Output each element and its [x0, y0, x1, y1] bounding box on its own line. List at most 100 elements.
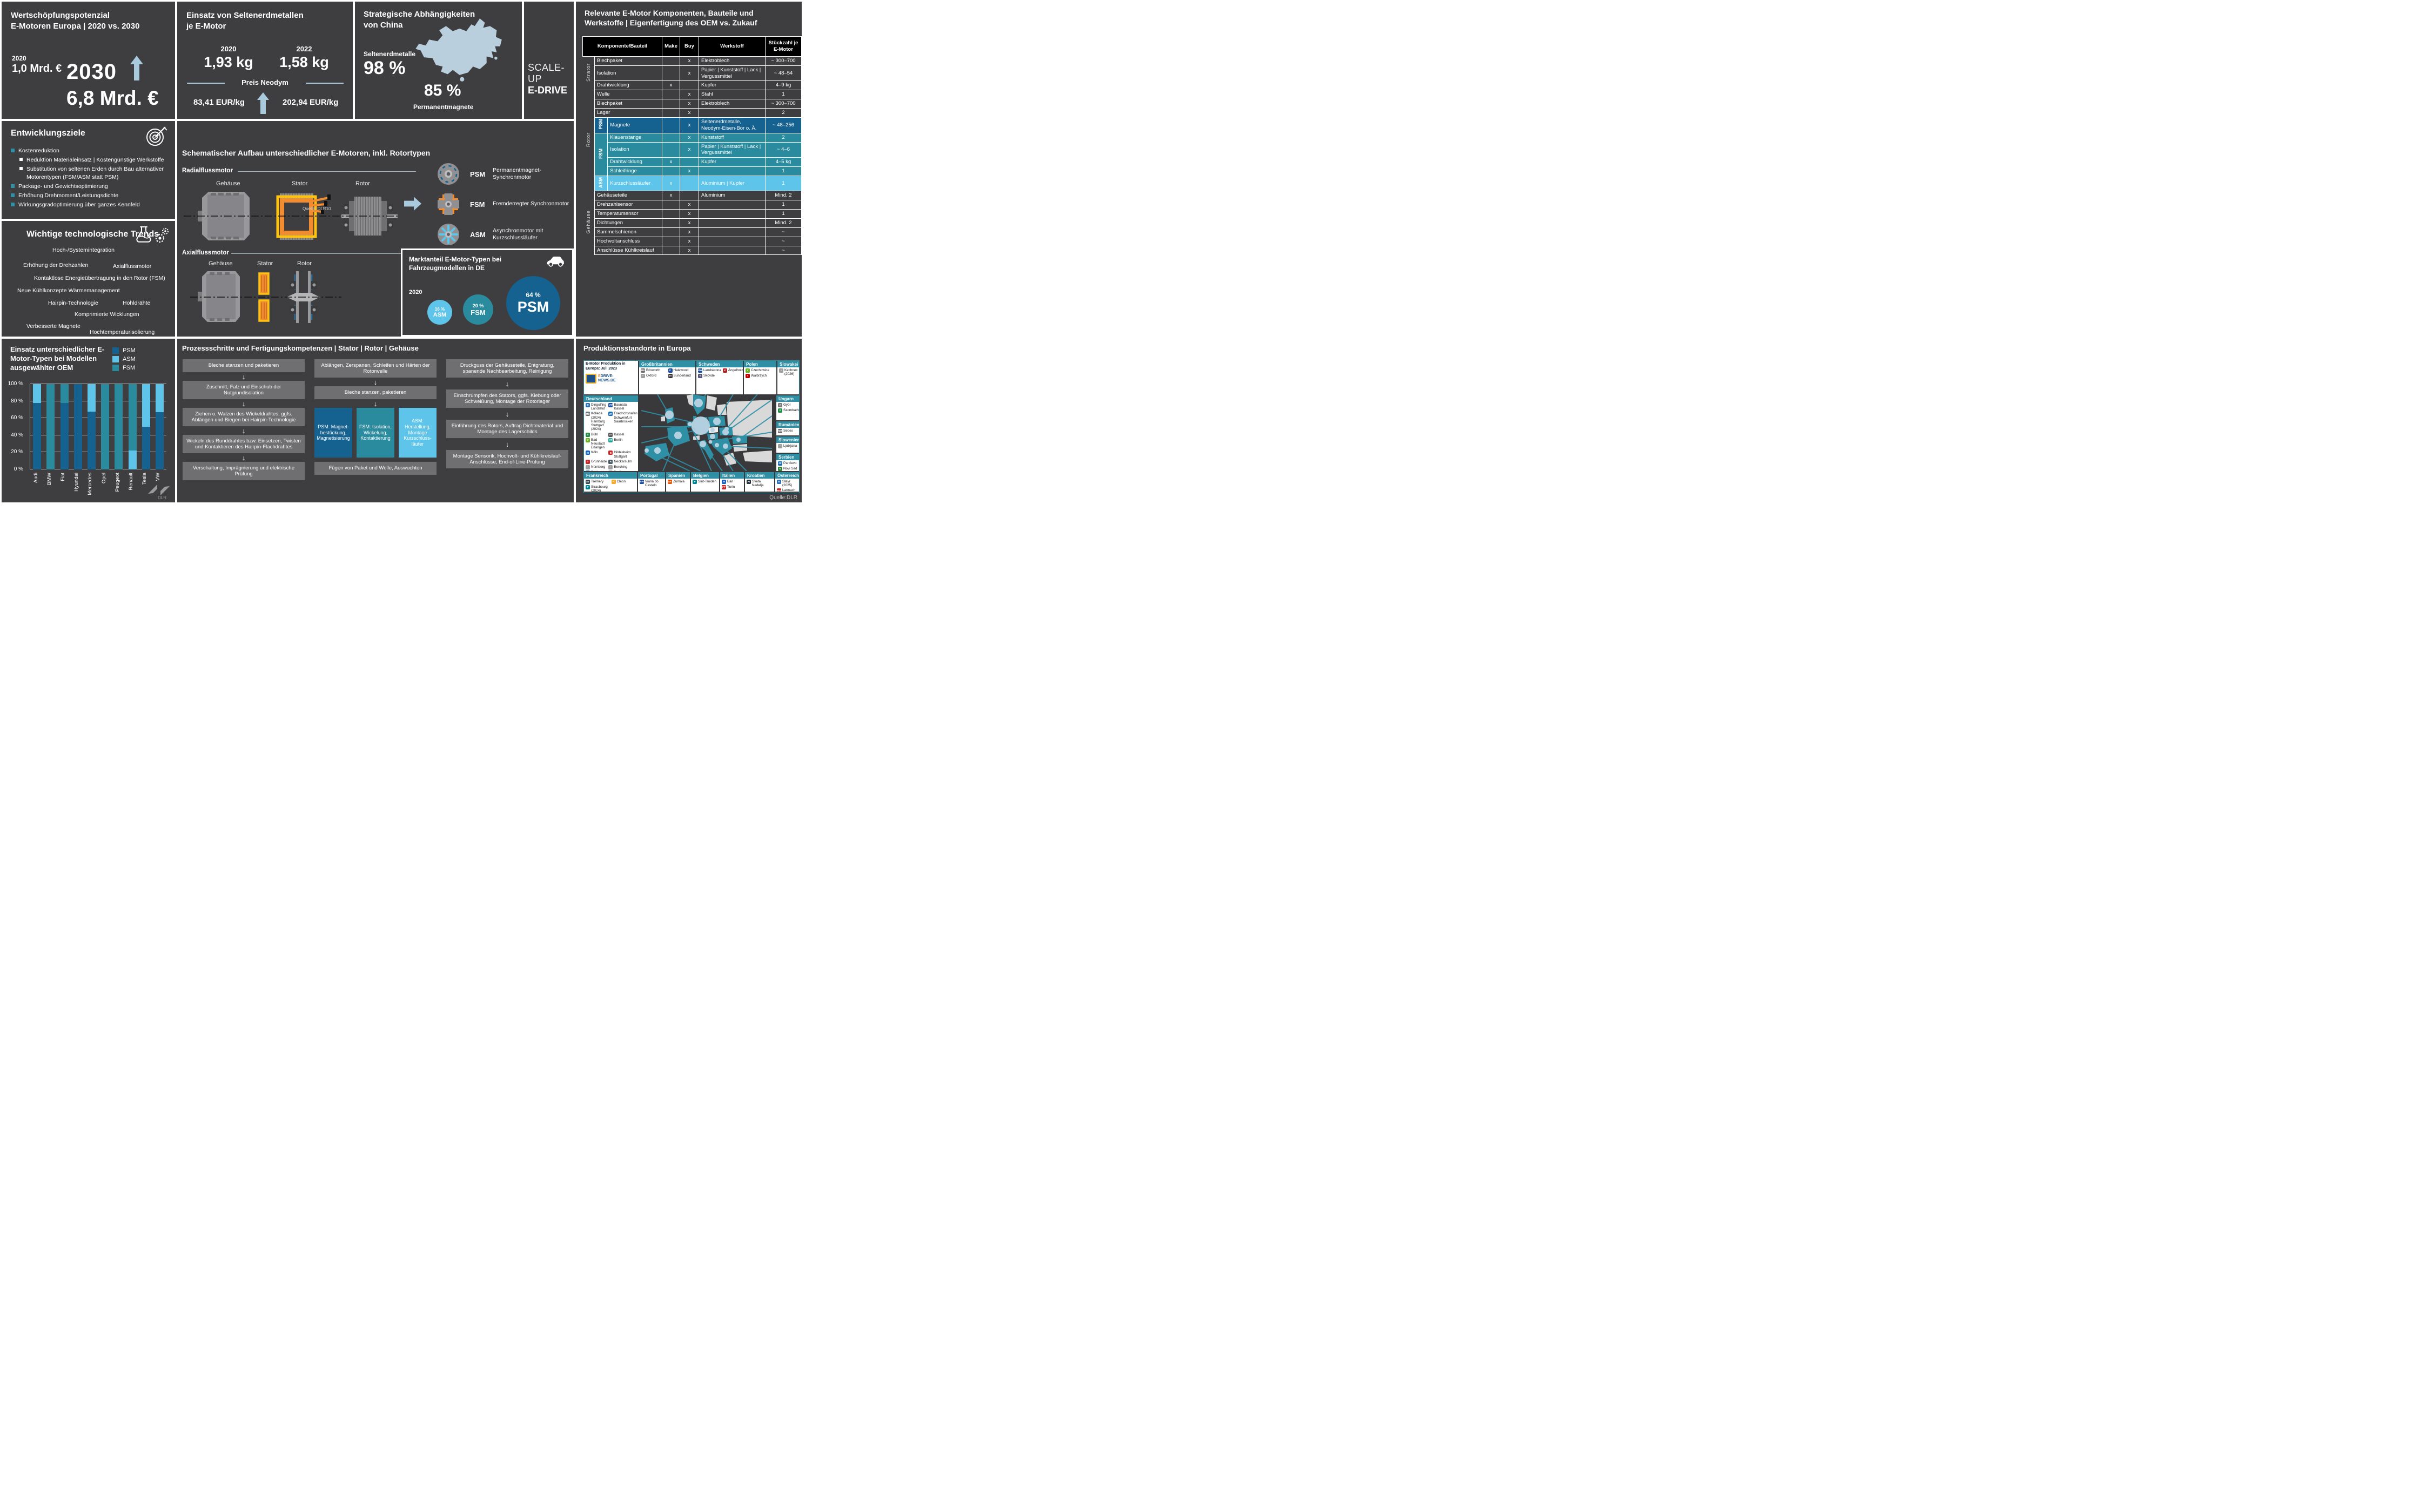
flow-step-fsm: FSM: Isolation, Wickelung, Kontaktierung [357, 408, 394, 458]
x-tick-label: Hyundai [73, 473, 80, 492]
panel-title: Produktionsstandorte in Europa [583, 344, 691, 352]
col-werkstoff: Werkstoff [699, 36, 766, 57]
cell-werkstoff: Kupfer [699, 80, 766, 91]
bubble-label: PSM [517, 298, 549, 315]
cell-stueckzahl: 1 [765, 175, 802, 192]
rimac-logo: RI [747, 480, 751, 484]
site-city: Viana do Castelo [645, 480, 659, 488]
mercedes-logo: MB [586, 412, 590, 416]
site-entry: V Bad Neustadt Erlangen [586, 438, 607, 450]
country-box-it: Italien M Bari FP Turin [720, 472, 744, 492]
car-icon [547, 257, 564, 267]
site-entry: RI Sveta Nedelja [747, 480, 773, 487]
y-axis-labels: 0 % 20 % 40 % 60 % 80 % 100 % [2, 381, 26, 472]
zf-logo: ZF [608, 412, 613, 416]
cell-stueckzahl: ~ [765, 245, 802, 256]
col-komponente: Komponente/Bauteil [582, 36, 662, 57]
site-city: Friedrichshafen Schweinfurt Saarbrücken [614, 412, 637, 424]
bar-segment-psm [87, 411, 96, 469]
site-city: Ängelholm [728, 368, 743, 372]
legend-swatch [112, 365, 119, 371]
cell-werkstoff: Stahl [699, 90, 766, 100]
legend-swatch [112, 347, 119, 354]
table-row: Lager x 2 [583, 108, 802, 118]
country-box-rs: Serbien ZF Pančevo N Novi Sad [776, 454, 799, 471]
y-tick-label: 0 % [14, 466, 23, 472]
table-row: Drahtwicklung x Kupfer 4–5 kg [583, 157, 802, 167]
country-entries: B Steyr (2025) MG Lannach [775, 479, 799, 492]
chart-plot [30, 384, 166, 469]
table-row: Drahtwicklung x Kupfer 4–9 kg [583, 80, 802, 91]
cell-komponente: Blechpaket [594, 99, 663, 109]
bubble-fsm: 20 % FSM [463, 294, 493, 325]
arrow-down-icon: ↓ [241, 399, 246, 408]
cell-komponente: Isolation [607, 142, 662, 158]
cell-make [662, 132, 680, 143]
country-entries: MB Brixworth F Halewood • Oxford SA Sunderland [639, 367, 695, 379]
y-tick-label: 60 % [11, 415, 23, 421]
site-city: Kechnec (2026) [784, 368, 798, 377]
site-city: Oxford [646, 374, 656, 378]
trend-word: Kontaktlose Energieübertragung in den Ro… [34, 275, 165, 281]
country-name: Großbritannien [639, 361, 695, 367]
flow-step: Fügen von Paket und Welle, Auswuchten [314, 462, 437, 475]
saietta-logo: SA [668, 374, 673, 378]
fsm-rotor-icon [438, 193, 459, 215]
tesla-logo: T [586, 459, 590, 464]
site-city: Ljubljana [783, 444, 797, 448]
radialflussmotor-label: Radialflussmotor [182, 167, 233, 174]
renault-logo: R [611, 480, 616, 484]
cell-stueckzahl: ~ 48–54 [765, 65, 802, 82]
section-line [238, 171, 416, 172]
country-name: Portugal [638, 472, 665, 479]
site-entry: • Nürnberg [586, 465, 607, 469]
map-legend-box: E-Motor Produktion in Europa: Juli 2023 … [584, 361, 638, 394]
cell-make [662, 200, 680, 210]
infographic-board: Wertschöpfungspotenzial E-Motoren Europa… [0, 0, 803, 504]
site-city: Cléon [616, 480, 626, 483]
site-city: Grünheide [591, 459, 607, 463]
cell-komponente: Welle [594, 90, 663, 100]
country-box-si: Slowenien • Ljubljana [776, 436, 799, 453]
cell-buy: x [680, 209, 699, 219]
koenigsegg-logo: K [722, 368, 727, 373]
table-row: Rotor Welle x Stahl 1 [582, 90, 802, 191]
part-label-rotor: Rotor [355, 180, 370, 187]
trend-word: Axialflussmotor [113, 263, 152, 270]
ziel-item: Kostenreduktion [11, 147, 169, 154]
site-entry: V Czechowice [746, 368, 775, 373]
country-entries: MB Sebes [776, 428, 799, 434]
bullet-square-icon [11, 184, 15, 188]
table-row: PSM Magnete x Seltenerdmetalle, Neodym-Eise… [583, 117, 802, 133]
cell-stueckzahl: ~ 300–700 [765, 99, 802, 109]
cell-komponente: Schleifringe [607, 166, 662, 176]
panel-technologische-trends: Wichtige technologische Trends Hoch-/Sys… [2, 221, 175, 337]
site-city: Dingolfing Landshut [591, 403, 607, 411]
rotor-branches: PSM: Magnet­bestückung, Magnetisie­rung F… [314, 408, 437, 458]
country-name: Frankreich [584, 472, 637, 479]
y-tick-label: 40 % [11, 432, 23, 438]
panel-seltenerdmetalle: Einsatz von Seltenerdmetallen je E-Motor… [177, 2, 353, 119]
flask-and-gears-icon [136, 226, 169, 243]
site-city: Sebes [783, 429, 793, 433]
site-entry: VT Berlin [608, 438, 637, 450]
panel-title: Marktanteil E-Motor-Typen bei Fahrzeugmo… [409, 256, 502, 272]
divider-label: Preis Neodym [241, 78, 288, 86]
cell-make [662, 166, 680, 176]
country-name: Österreich [775, 472, 799, 479]
svg-text:DLR: DLR [158, 495, 166, 500]
panel-title: Relevante E-Motor Komponenten, Bauteile … [585, 9, 757, 28]
country-entries: BW Landskrona K Ängelholm V Skövde [696, 367, 743, 379]
landmasses [645, 394, 772, 466]
subgroup-label: ASM [594, 175, 608, 192]
col-make: Make [662, 36, 680, 57]
legend-item: ASM [112, 356, 136, 362]
site-city: Sunderland [673, 374, 691, 378]
nidec-logo: N [778, 467, 782, 471]
cell-stueckzahl: ~ [765, 227, 802, 237]
country-name: Slowakei [777, 361, 799, 367]
cell-komponente: Gehäuseteile [594, 191, 663, 201]
cell-komponente: Hochvoltanschluss [594, 236, 663, 246]
country-box-pt: Portugal BW Viana do Castelo [638, 472, 665, 492]
site-city: Bühl [591, 432, 598, 436]
